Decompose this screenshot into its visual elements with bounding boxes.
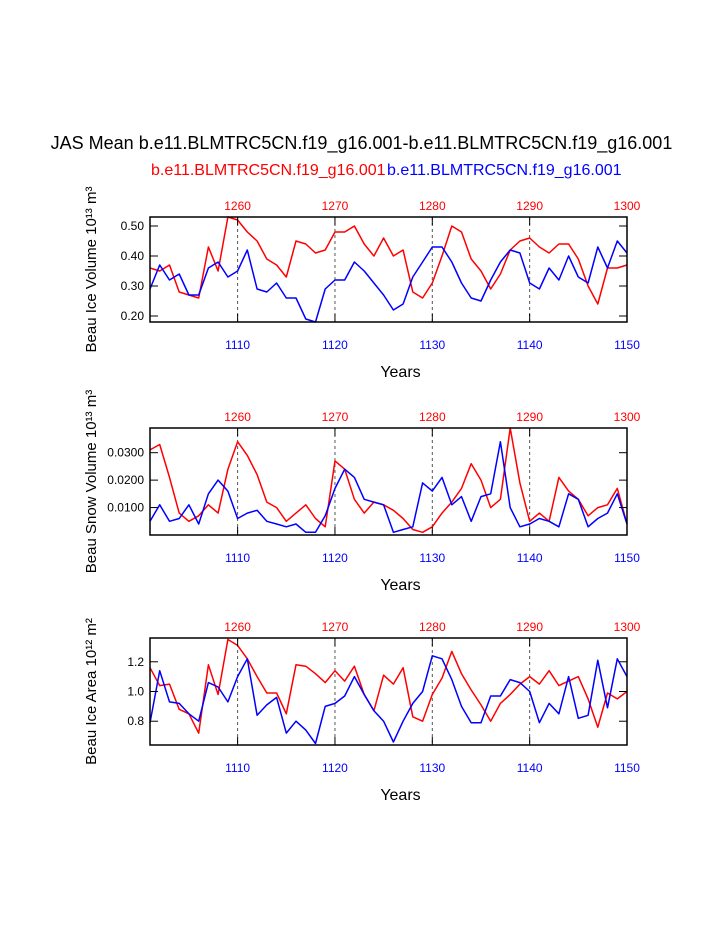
top-x-tick-label: 1270 — [322, 620, 349, 634]
legend-blue-label: b.e11.BLMTRC5CN.f19_g16.001 — [387, 162, 622, 179]
top-x-tick-label: 1280 — [419, 410, 446, 424]
top-x-tick-label: 1290 — [516, 620, 543, 634]
plot-frame — [149, 427, 628, 536]
plot-frame — [149, 216, 628, 323]
y-tick-label: 0.20 — [121, 309, 145, 323]
y-tick-label: 0.0300 — [107, 446, 144, 460]
series-line-blue — [149, 655, 628, 745]
y-tick-label: 1.0 — [127, 685, 144, 699]
top-x-tick-label: 1280 — [419, 620, 446, 634]
top-x-tick-label: 1290 — [516, 199, 543, 213]
y-axis-label: Beau Ice Volume 10¹³ m³ — [83, 187, 100, 353]
bottom-x-tick-label: 1120 — [322, 551, 348, 565]
y-tick-label: 0.40 — [121, 249, 145, 263]
y-tick-label: 0.30 — [121, 279, 145, 293]
bottom-x-tick-label: 1150 — [614, 761, 640, 775]
y-tick-label: 0.50 — [121, 219, 145, 233]
series-line-red — [149, 638, 628, 734]
y-axis-label: Beau Snow Volume 10¹³ m³ — [83, 390, 100, 573]
bottom-x-tick-label: 1130 — [419, 551, 445, 565]
bottom-x-tick-label: 1140 — [517, 551, 543, 565]
y-axis-label: Beau Ice Area 10¹² m² — [83, 618, 100, 765]
bottom-x-tick-label: 1130 — [419, 338, 445, 352]
legend-red-label: b.e11.BLMTRC5CN.f19_g16.001 — [151, 162, 386, 179]
top-x-tick-label: 1270 — [322, 410, 349, 424]
bottom-x-tick-label: 1150 — [614, 551, 640, 565]
bottom-x-tick-label: 1110 — [225, 551, 250, 565]
bottom-x-tick-label: 1140 — [517, 338, 543, 352]
bottom-x-tick-label: 1140 — [517, 761, 543, 775]
bottom-x-tick-label: 1110 — [225, 338, 250, 352]
y-tick-label: 0.0100 — [107, 501, 144, 515]
series-line-blue — [149, 240, 628, 323]
top-x-tick-label: 1260 — [224, 199, 251, 213]
page-title: JAS Mean b.e11.BLMTRC5CN.f19_g16.001-b.e… — [50, 133, 673, 153]
bottom-x-tick-label: 1120 — [322, 761, 348, 775]
top-x-tick-label: 1300 — [614, 199, 641, 213]
x-axis-label: Years — [380, 577, 420, 594]
top-x-tick-label: 1280 — [419, 199, 446, 213]
y-tick-label: 1.2 — [127, 655, 144, 669]
series-line-red — [149, 216, 628, 305]
top-x-tick-label: 1270 — [322, 199, 349, 213]
series-line-blue — [149, 440, 628, 534]
top-x-tick-label: 1260 — [224, 410, 251, 424]
y-tick-label: 0.0200 — [107, 473, 144, 487]
y-tick-label: 0.8 — [127, 714, 144, 728]
top-x-tick-label: 1290 — [516, 410, 543, 424]
bottom-x-tick-label: 1120 — [322, 338, 348, 352]
top-x-tick-label: 1260 — [224, 620, 251, 634]
series-line-red — [149, 427, 628, 534]
bottom-x-tick-label: 1130 — [419, 761, 445, 775]
top-x-tick-label: 1300 — [614, 620, 641, 634]
top-x-tick-label: 1300 — [614, 410, 641, 424]
x-axis-label: Years — [380, 364, 420, 381]
bottom-x-tick-label: 1150 — [614, 338, 640, 352]
bottom-x-tick-label: 1110 — [225, 761, 250, 775]
x-axis-label: Years — [380, 787, 420, 804]
